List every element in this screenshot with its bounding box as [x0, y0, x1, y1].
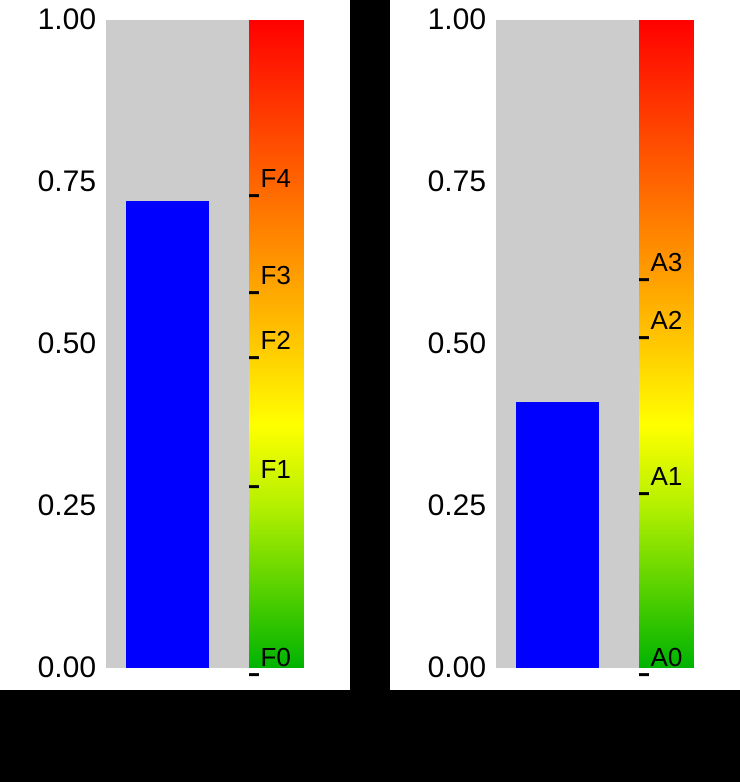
- grad-tick-label: F2: [261, 325, 291, 356]
- tick-mark: [249, 291, 259, 294]
- grad-tick-label: F0: [261, 642, 291, 673]
- tick-mark: [639, 278, 649, 281]
- right-ytick-3: 0.75: [390, 165, 486, 199]
- right-panel: A0 A1 A2 A3 0.00 0.25 0.50 0.75 1.00: [390, 0, 740, 690]
- tick-mark: [639, 336, 649, 339]
- left-grad-tick-4: F4: [249, 163, 291, 191]
- tick-mark: [639, 673, 649, 676]
- left-ytick-3: 0.75: [0, 165, 96, 199]
- left-grad-tick-2: F2: [249, 325, 291, 353]
- left-ytick-0: 0.00: [0, 651, 96, 685]
- tick-mark: [249, 194, 259, 197]
- right-ytick-1: 0.25: [390, 489, 486, 523]
- right-grad-tick-2: A2: [639, 305, 683, 333]
- right-ytick-0: 0.00: [390, 651, 486, 685]
- right-ytick-4: 1.00: [390, 3, 486, 37]
- right-grad-tick-3: A3: [639, 247, 683, 275]
- left-bar: [126, 201, 209, 668]
- right-plot-area: A0 A1 A2 A3: [496, 20, 694, 668]
- grad-tick-label: F4: [261, 163, 291, 194]
- right-ytick-2: 0.50: [390, 327, 486, 361]
- left-grad-tick-0: F0: [249, 642, 291, 670]
- grad-tick-label: A0: [651, 642, 683, 673]
- grad-tick-label: F3: [261, 260, 291, 291]
- tick-mark: [249, 356, 259, 359]
- right-gradient-strip: [639, 20, 694, 668]
- right-grad-tick-1: A1: [639, 461, 683, 489]
- tick-mark: [249, 673, 259, 676]
- left-ytick-1: 0.25: [0, 489, 96, 523]
- grad-tick-label: A1: [651, 461, 683, 492]
- left-ytick-2: 0.50: [0, 327, 96, 361]
- left-plot-area: F0 F1 F2 F3 F4: [106, 20, 304, 668]
- left-grad-tick-1: F1: [249, 454, 291, 482]
- right-grad-tick-0: A0: [639, 642, 683, 670]
- tick-mark: [249, 485, 259, 488]
- right-bar: [516, 402, 599, 668]
- grad-tick-label: A2: [651, 305, 683, 336]
- grad-tick-label: F1: [261, 454, 291, 485]
- grad-tick-label: A3: [651, 247, 683, 278]
- left-panel: F0 F1 F2 F3 F4 0.00 0.25 0.50 0.75 1.00: [0, 0, 350, 690]
- tick-mark: [639, 492, 649, 495]
- left-grad-tick-3: F3: [249, 260, 291, 288]
- left-ytick-4: 1.00: [0, 3, 96, 37]
